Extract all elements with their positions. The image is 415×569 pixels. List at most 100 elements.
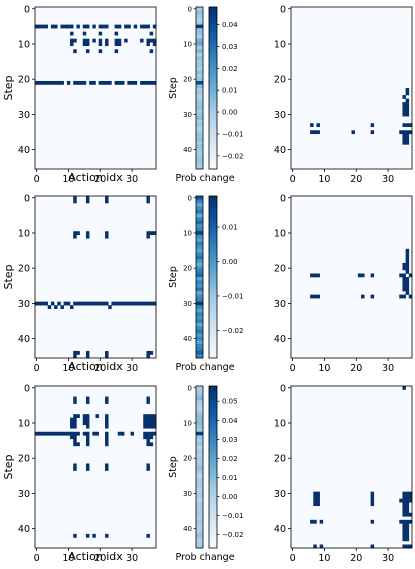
row3-right-cell [402,495,406,499]
row3-left-cell [85,424,90,429]
row2-strip-cell [196,343,203,348]
row3-right-xtick-label: 20 [350,553,362,564]
row2-left-cell [127,301,131,306]
row3-right-xtick-label: 10 [318,553,330,564]
row3-right-xtick-label: 0 [290,553,296,564]
row1-left-cell [124,38,128,43]
row1-left-cell [143,80,147,85]
row3-right-cell [405,491,410,496]
row2-left-cell [146,234,150,239]
row3-right-cell [405,519,410,524]
row3-left-cell [47,431,52,436]
row2-strip-cell [196,245,203,250]
row1-right-xtick-label: 20 [350,174,362,185]
row2-left-cell [105,301,109,306]
row2-left-cell [120,301,125,306]
row3-left-cell [146,396,150,401]
row3-left-cell [105,435,109,440]
row1-left-ytick-label: 30 [18,110,30,121]
row1-strip-cell [196,7,203,11]
row3-right-ytick-label: 40 [274,524,286,535]
row2-left-cell [85,199,90,204]
row1-left-cell [70,31,74,36]
row3-left-ylabel: Step [2,454,15,479]
row2-left-ytick-label: 30 [18,299,30,310]
row1-left-cell [92,24,96,29]
row3-right-cell [405,530,410,535]
row2-left-cell [146,301,150,306]
row1-right-cell [310,123,314,128]
row2-left-cell [38,301,42,306]
row2-right-ytick-label: 20 [274,264,286,275]
row3-right-cell [402,502,406,507]
row2-strip-cell [196,354,203,359]
row2-left-cell [73,350,77,355]
row2-left-cell [105,231,109,236]
row1-right-ytick-label: 20 [274,75,286,86]
row3-right-cell [402,523,406,528]
row2-left-cell [54,305,58,309]
row1-left-cell [79,80,84,85]
row1-strip-ylabel: Step [168,77,179,99]
row1-left-cell [82,42,87,47]
row3-left-cell [73,414,77,418]
row3-right-cell [405,505,410,510]
row2-left-cell [130,301,135,306]
row1-left-cell [152,24,157,29]
row2-left-cell [105,350,109,355]
row3-left-cell [105,467,109,471]
row2-left-cell [47,305,52,309]
row1-right-cell [402,112,406,117]
row1-strip-cell [196,98,203,103]
row3-right-cell [402,491,406,496]
row2-colorbar-tick-label: −0.01 [222,292,243,300]
row1-strip-cell [196,45,203,50]
row1-strip-cell [196,116,203,120]
row3-left-background [35,386,156,548]
row1-right-ytick-label: 40 [274,145,286,156]
row1-left-cell [127,80,131,85]
row3-left-cell [152,424,157,429]
row2-left-cell [85,354,90,359]
row2-right-cell [402,266,406,271]
row3-left-cell [152,414,157,418]
row2-right-cell [399,273,403,278]
row2-left-cell [73,196,77,200]
row1-left-cell [60,24,64,29]
row3-strip-cell [196,484,203,489]
row2-left-cell [63,301,68,306]
row1-right-cell [408,130,413,135]
row3-left-cell [44,431,49,436]
row3-left-cell [143,424,147,429]
row3-right-ytick-label: 20 [274,454,286,465]
row3-left-cell [76,414,80,418]
row1-strip-cell [196,88,203,92]
row1-right-cell [370,130,375,135]
row1-strip-cell [196,66,203,71]
row2-strip-cell [196,326,203,331]
row2-left-ytick-label: 0 [24,193,30,204]
row1-right-cell [402,105,406,110]
row1-left-cell [98,42,103,47]
row3-strip-cell [196,477,203,482]
row1-left-cell [85,49,90,54]
row1-colorbar-tick-label: 0.01 [222,87,238,95]
row3-strip-cell [196,393,203,397]
row3-left-cell [146,435,150,440]
row1-colorbar-tick-label: −0.02 [222,152,243,160]
row3-right-ytick-label: 10 [274,418,286,429]
row1-right-cell [402,130,406,135]
row1-strip-ytick-label: 40 [183,146,192,154]
row1-strip-cell [196,105,203,110]
row1-right-ytick-label: 0 [280,4,286,15]
row2-right-ytick-label: 10 [274,228,286,239]
row3-left-cell [146,424,150,429]
row2-left-cell [95,301,99,306]
row3-strip-cell [196,537,203,542]
row3-right-cell [399,498,403,503]
row3-right-cell [313,544,317,549]
row1-left-cell [70,24,74,29]
row3-right-cell [402,509,406,514]
row2-left-cell [85,350,90,355]
row1-left-cell [114,24,119,29]
